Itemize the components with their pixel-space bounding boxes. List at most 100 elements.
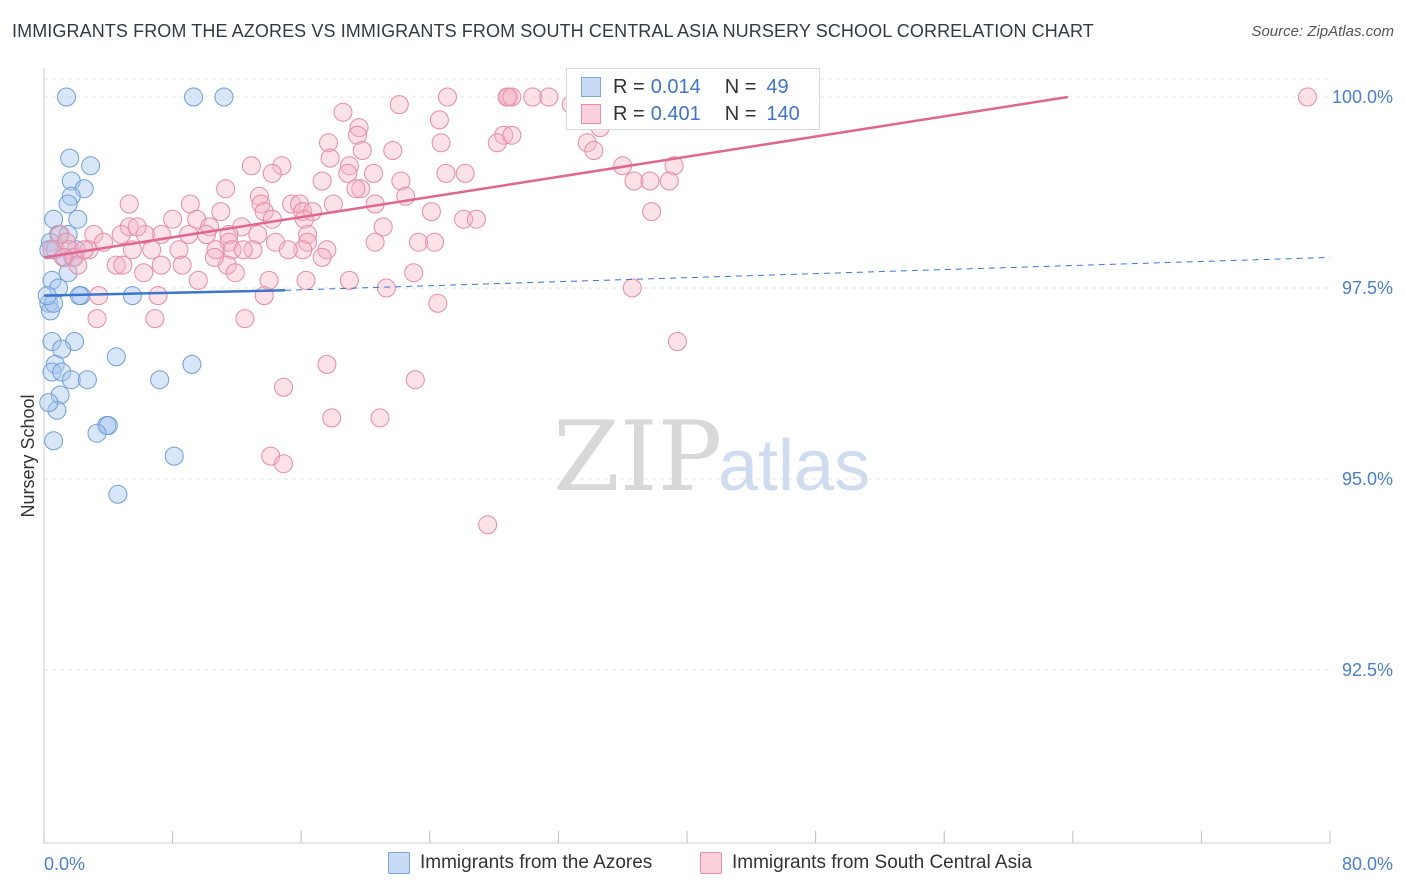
azores-point (58, 194, 78, 214)
south-central-asia-point (262, 209, 282, 229)
y-axis-label: Nursery School (18, 394, 38, 517)
south-central-asia-point (243, 240, 263, 260)
azores-point (98, 416, 118, 435)
azores-trend-line (43, 289, 286, 297)
legend-r-label: R = (613, 102, 645, 125)
azores-point (44, 431, 64, 451)
trend-lines (43, 95, 1331, 297)
south-central-asia-point (233, 240, 253, 260)
south-central-asia-point (145, 309, 165, 329)
watermark-atlas: atlas (718, 426, 870, 506)
south-central-asia-point (622, 278, 642, 298)
south-central-asia-point (319, 133, 338, 153)
azores-point (45, 354, 65, 374)
azores-point (106, 347, 126, 367)
legend-r-label: R = (613, 75, 645, 98)
south-central-asia-point (249, 186, 269, 206)
south-central-asia-point (211, 202, 231, 222)
south-central-asia-point (624, 171, 644, 191)
south-central-asia-point (84, 225, 104, 244)
azores-point (77, 370, 97, 390)
azores-point (49, 278, 68, 298)
south-central-asia-point (478, 515, 498, 535)
south-central-asia-point (106, 255, 126, 275)
series-legend-south-central-asia[interactable]: Immigrants from South Central Asia (700, 852, 1032, 874)
south-central-asia-point (502, 125, 522, 145)
south-central-asia-point (431, 133, 451, 153)
south-central-asia-point (172, 255, 192, 275)
south-central-asia-point (278, 240, 298, 260)
azores-point (50, 385, 70, 405)
azores-point (87, 423, 107, 443)
legend-n-value: 49 (766, 75, 789, 98)
south-central-asia-point (111, 225, 131, 244)
south-central-asia-point (119, 194, 139, 214)
legend-r-value: 0.401 (650, 102, 701, 125)
south-central-asia-point (539, 87, 559, 107)
south-central-asia-point (241, 156, 261, 176)
south-central-asia-point (502, 87, 522, 107)
azores-point (58, 225, 78, 244)
south-central-asia-point (455, 163, 475, 183)
south-central-asia-point (389, 95, 409, 115)
south-central-asia-point (206, 240, 226, 260)
south-central-asia-point (428, 293, 448, 313)
y-tick-label: 97.5% (1342, 278, 1393, 298)
south-central-asia-point (339, 270, 359, 290)
south-central-asia-point (322, 408, 342, 428)
south-central-asia-point (404, 263, 424, 283)
legend-swatch-south-central-asia (581, 104, 601, 124)
grid-lines (44, 78, 1330, 671)
legend-r-value: 0.014 (650, 75, 701, 98)
series-label-south-central-asia: Immigrants from South Central Asia (732, 852, 1032, 873)
south-central-asia-point (312, 247, 332, 267)
south-central-asia-point (351, 179, 371, 199)
source-label: Source: ZipAtlas.com (1251, 23, 1394, 40)
south-central-asia-point (373, 217, 393, 237)
south-central-asia-point (298, 225, 318, 244)
south-central-asia-point (317, 354, 337, 374)
south-central-asia-point (272, 156, 292, 176)
azores-point (60, 148, 80, 168)
south-central-asia-point (225, 263, 245, 283)
south-central-asia-point (163, 209, 183, 229)
south-central-asia-point (667, 332, 687, 351)
south-central-asia-point (640, 171, 660, 191)
azores-point (42, 362, 62, 382)
south-central-asia-point (251, 194, 271, 214)
south-central-asia-point (222, 240, 242, 260)
azores-point (81, 156, 101, 176)
south-central-asia-trend-line (43, 95, 1069, 259)
south-central-asia-point (664, 156, 684, 176)
azores-point (47, 400, 67, 420)
south-central-asia-point (338, 163, 358, 183)
south-central-asia-point (320, 148, 340, 168)
south-central-asia-point (87, 309, 107, 329)
azores-point (182, 354, 202, 374)
azores-point (61, 186, 81, 206)
chart-title: IMMIGRANTS FROM THE AZORES VS IMMIGRANTS… (12, 21, 1094, 41)
south-central-asia-point (216, 179, 236, 199)
south-central-asia-point (188, 270, 208, 290)
south-central-asia-point (293, 240, 313, 260)
south-central-asia-point (134, 263, 154, 283)
south-central-asia-point (497, 87, 517, 107)
south-central-asia-point (169, 240, 189, 260)
south-central-asia-point (235, 309, 255, 329)
south-central-asia-point (50, 225, 70, 244)
azores-point (122, 286, 142, 306)
south-central-asia-point (370, 408, 390, 428)
south-central-asia-point (494, 125, 514, 145)
south-central-asia-point (248, 225, 268, 244)
south-central-asia-point (1298, 87, 1317, 107)
south-central-asia-point (53, 247, 73, 267)
series-legend-azores[interactable]: Immigrants from the Azores (388, 852, 652, 874)
south-central-asia-point (333, 102, 353, 122)
south-central-asia-point (274, 454, 293, 474)
south-central-asia-point (148, 286, 168, 306)
azores-point (42, 270, 62, 290)
south-central-asia-point (282, 194, 302, 214)
series-swatch-south-central-asia (700, 852, 722, 874)
south-central-asia-point (409, 232, 428, 252)
series-swatch-azores (388, 852, 410, 874)
